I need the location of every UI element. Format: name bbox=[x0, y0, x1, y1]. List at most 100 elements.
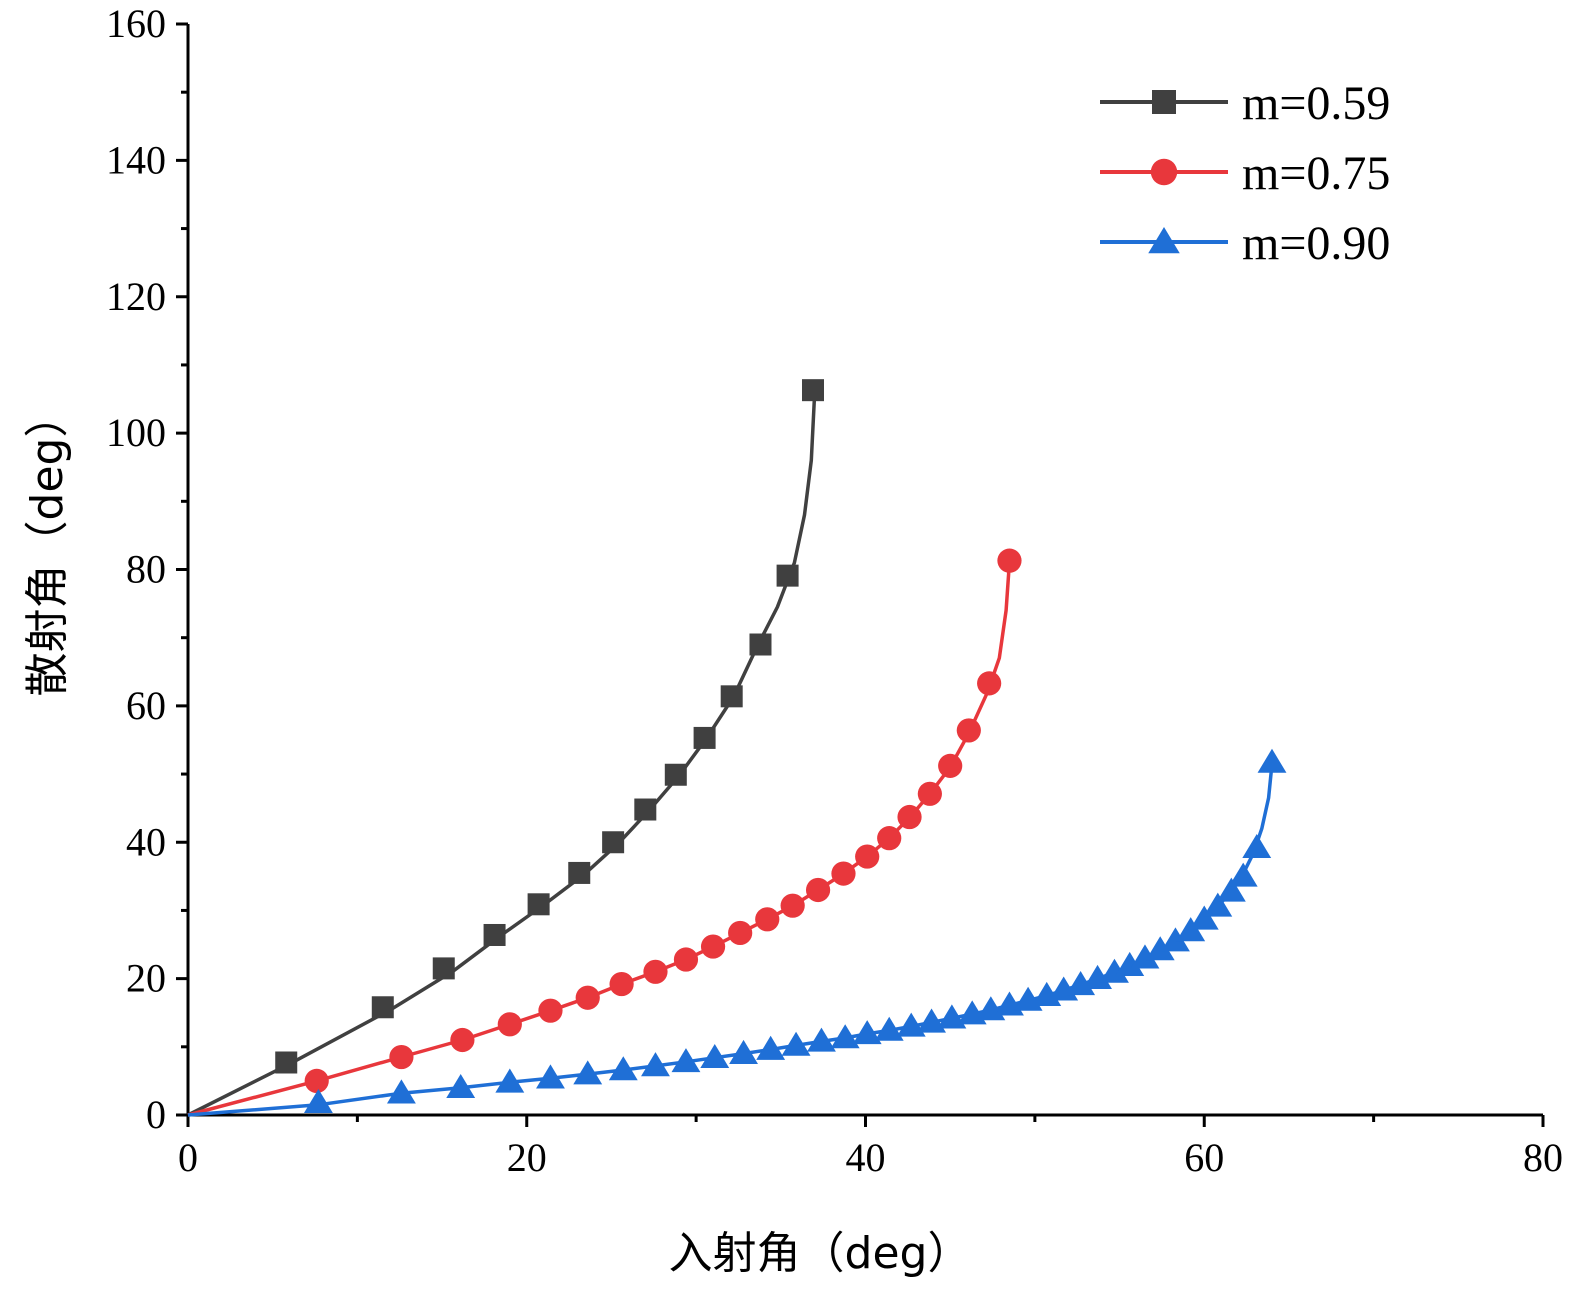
x-tick-label: 60 bbox=[1184, 1135, 1224, 1180]
data-point bbox=[830, 1024, 860, 1049]
data-point bbox=[432, 957, 455, 980]
data-point bbox=[641, 1052, 670, 1077]
data-point bbox=[673, 947, 699, 972]
data-point bbox=[801, 379, 824, 402]
data-point bbox=[781, 1031, 811, 1056]
y-tick-label: 80 bbox=[126, 547, 166, 592]
data-point bbox=[874, 1016, 904, 1041]
data-point bbox=[855, 844, 880, 869]
data-point bbox=[1066, 971, 1096, 996]
y-tick-label: 20 bbox=[126, 956, 166, 1001]
data-point bbox=[450, 1027, 475, 1053]
data-point bbox=[304, 1068, 329, 1094]
data-point bbox=[807, 1027, 836, 1052]
data-point bbox=[917, 781, 942, 806]
legend-label: m=0.75 bbox=[1242, 147, 1390, 200]
data-point bbox=[700, 1043, 730, 1069]
series-0 bbox=[187, 379, 824, 1117]
x-tick-label: 0 bbox=[178, 1135, 198, 1180]
legend-label: m=0.90 bbox=[1242, 217, 1390, 270]
data-point bbox=[573, 1060, 603, 1085]
data-point bbox=[371, 996, 394, 1019]
legend-marker bbox=[1152, 90, 1176, 114]
data-point bbox=[386, 1079, 416, 1104]
axes: 0 20 40 60 80 0 20 40 60 80 100 120 140 160 bbox=[106, 1, 1563, 1180]
data-point bbox=[1130, 944, 1160, 969]
data-point bbox=[536, 1064, 565, 1089]
data-point bbox=[728, 920, 753, 946]
data-point bbox=[1216, 877, 1246, 902]
data-point bbox=[1161, 927, 1190, 952]
data-point bbox=[805, 877, 831, 903]
data-point bbox=[1189, 905, 1219, 930]
legend-label: m=0.59 bbox=[1242, 77, 1390, 130]
data-point bbox=[643, 959, 668, 984]
data-point bbox=[831, 861, 856, 886]
data-point bbox=[527, 893, 550, 916]
data-point bbox=[568, 861, 591, 884]
data-point bbox=[495, 1068, 525, 1093]
data-point bbox=[608, 1056, 638, 1081]
data-point bbox=[956, 718, 981, 743]
data-point bbox=[997, 548, 1022, 573]
data-point bbox=[776, 564, 799, 587]
data-point bbox=[483, 923, 506, 946]
data-point bbox=[602, 831, 625, 854]
data-point bbox=[634, 798, 657, 821]
data-point bbox=[1145, 936, 1175, 961]
y-axis-title: 散射角（deg） bbox=[22, 394, 73, 697]
data-point bbox=[749, 633, 772, 656]
data-point bbox=[938, 753, 963, 778]
data-point bbox=[700, 934, 726, 959]
series-2 bbox=[187, 748, 1287, 1117]
legend-item: m=0.59 bbox=[1100, 77, 1390, 130]
data-point bbox=[1257, 748, 1287, 773]
x-axis-title: 入射角（deg） bbox=[669, 1228, 972, 1279]
data-point bbox=[897, 804, 922, 830]
data-point bbox=[720, 685, 743, 708]
data-point bbox=[609, 971, 634, 997]
legend-item: m=0.90 bbox=[1100, 217, 1390, 270]
data-point bbox=[389, 1044, 414, 1070]
data-point bbox=[664, 763, 687, 786]
data-point bbox=[497, 1012, 522, 1037]
series-line bbox=[187, 392, 817, 1117]
y-tick-label: 160 bbox=[106, 1, 166, 46]
data-point bbox=[1100, 958, 1129, 983]
legend-item: m=0.75 bbox=[1100, 147, 1390, 200]
x-tick-label: 80 bbox=[1523, 1135, 1563, 1180]
data-point bbox=[755, 907, 780, 932]
y-tick-label: 40 bbox=[126, 819, 166, 864]
legend: m=0.59 m=0.75 m=0.90 bbox=[1100, 77, 1390, 270]
data-point bbox=[1115, 951, 1145, 976]
y-tick-label: 120 bbox=[106, 274, 166, 319]
y-tick-label: 100 bbox=[106, 410, 166, 455]
data-point bbox=[671, 1048, 701, 1073]
x-tick-label: 40 bbox=[846, 1135, 886, 1180]
data-point bbox=[756, 1035, 786, 1060]
data-point bbox=[1203, 892, 1233, 917]
y-tick-label: 0 bbox=[146, 1092, 166, 1137]
data-point bbox=[877, 826, 902, 851]
data-point bbox=[303, 1088, 333, 1114]
y-tick-label: 60 bbox=[126, 683, 166, 728]
data-point bbox=[729, 1039, 758, 1064]
data-point bbox=[977, 671, 1002, 696]
data-point bbox=[1228, 862, 1258, 887]
series-1 bbox=[187, 548, 1022, 1117]
series-layer bbox=[187, 379, 1287, 1117]
data-point bbox=[275, 1051, 298, 1074]
data-point bbox=[538, 998, 563, 1023]
x-tick-label: 20 bbox=[507, 1135, 547, 1180]
data-point bbox=[693, 726, 716, 749]
legend-marker bbox=[1148, 227, 1180, 254]
y-tick-label: 140 bbox=[106, 137, 166, 182]
data-point bbox=[780, 893, 805, 918]
legend-marker bbox=[1150, 158, 1178, 186]
data-point bbox=[1242, 833, 1272, 859]
data-point bbox=[446, 1073, 476, 1099]
data-point bbox=[1083, 964, 1112, 989]
data-point bbox=[575, 985, 600, 1010]
data-point bbox=[852, 1020, 882, 1045]
